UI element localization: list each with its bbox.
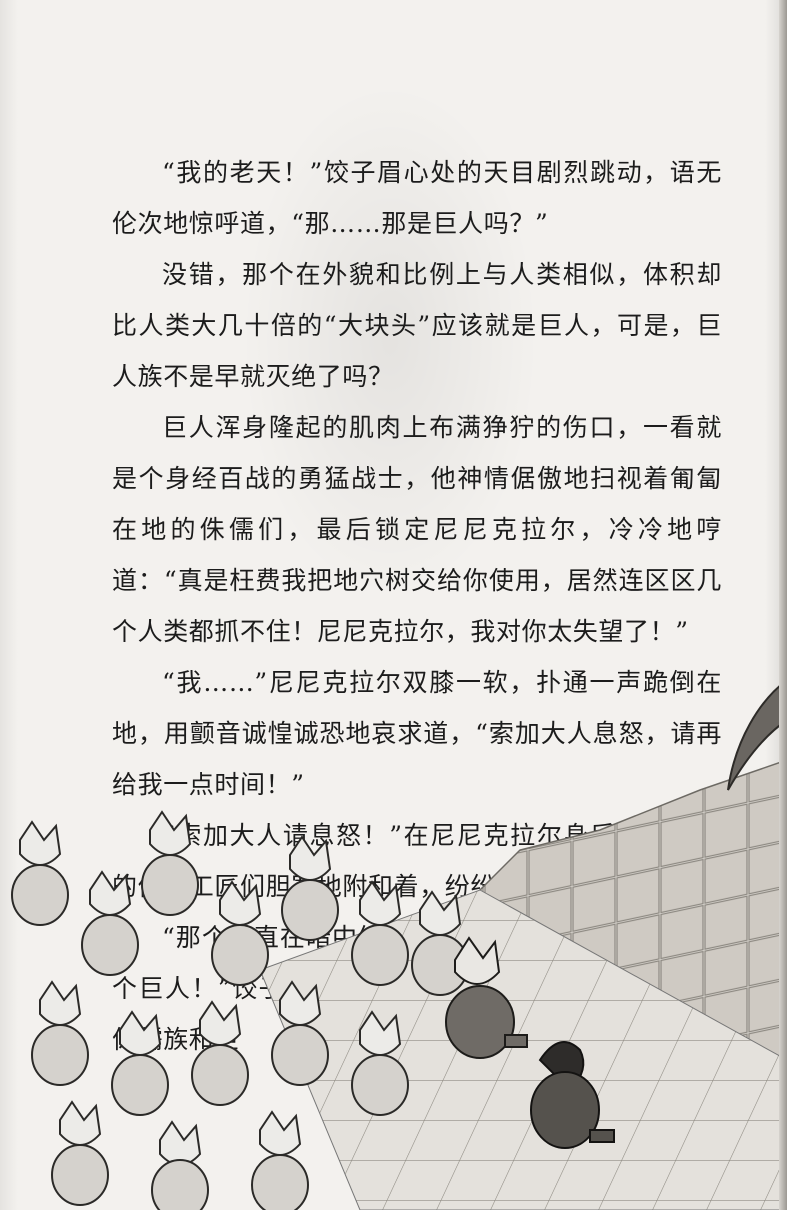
dwarf-figure [191, 1000, 249, 1106]
dwarf-figure [11, 820, 69, 926]
kneeling-leader-figure [445, 936, 528, 1059]
page-edge [779, 0, 787, 1210]
paragraph-2: 没错，那个在外貌和比例上与人类相似，体积却比人类大几十倍的“大块头”应该就是巨人… [112, 260, 722, 391]
dwarf-figure [281, 835, 339, 941]
dwarf-figure [151, 1120, 209, 1210]
dwarf-figure [411, 890, 469, 996]
dwarf-figure [31, 980, 89, 1086]
paragraph-4: “我……”尼尼克拉尔双膝一软，扑通一声跪倒在地，用颤音诚惶诚恐地哀求道，“索加大… [112, 668, 722, 799]
dwarf-figure [81, 870, 139, 976]
dwarf-figure [351, 880, 409, 986]
dwarf-figure [351, 1010, 409, 1116]
paragraph-1: “我的老天！”饺子眉心处的天目剧烈跳动，语无伦次地惊呼道，“那……那是巨人吗？” [112, 158, 722, 238]
kneeling-dwarves-illustration [11, 678, 787, 1210]
dwarf-figure [111, 1010, 169, 1116]
dwarf-figure [51, 1100, 109, 1206]
dwarf-figure [211, 880, 269, 986]
kneeling-dark-haired-figure [530, 1041, 615, 1149]
dwarf-figure [271, 980, 329, 1086]
bleed-through-illustration [240, 80, 540, 600]
dwarf-figure [251, 1110, 309, 1210]
paragraph-3: 巨人浑身隆起的肌肉上布满狰狞的伤口，一看就是个身经百战的勇猛战士，他神情倨傲地扫… [112, 413, 722, 646]
dwarf-figure [141, 810, 199, 916]
